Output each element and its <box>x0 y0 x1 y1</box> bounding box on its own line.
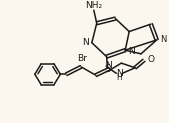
Text: N: N <box>105 61 112 70</box>
Text: N: N <box>128 47 135 56</box>
Text: O: O <box>148 55 155 64</box>
Text: NH₂: NH₂ <box>85 1 102 10</box>
Text: N: N <box>82 38 89 47</box>
Text: Br: Br <box>77 54 87 63</box>
Text: S: S <box>104 64 111 74</box>
Text: N: N <box>116 69 123 78</box>
Text: H: H <box>116 73 122 83</box>
Text: N: N <box>160 35 167 44</box>
